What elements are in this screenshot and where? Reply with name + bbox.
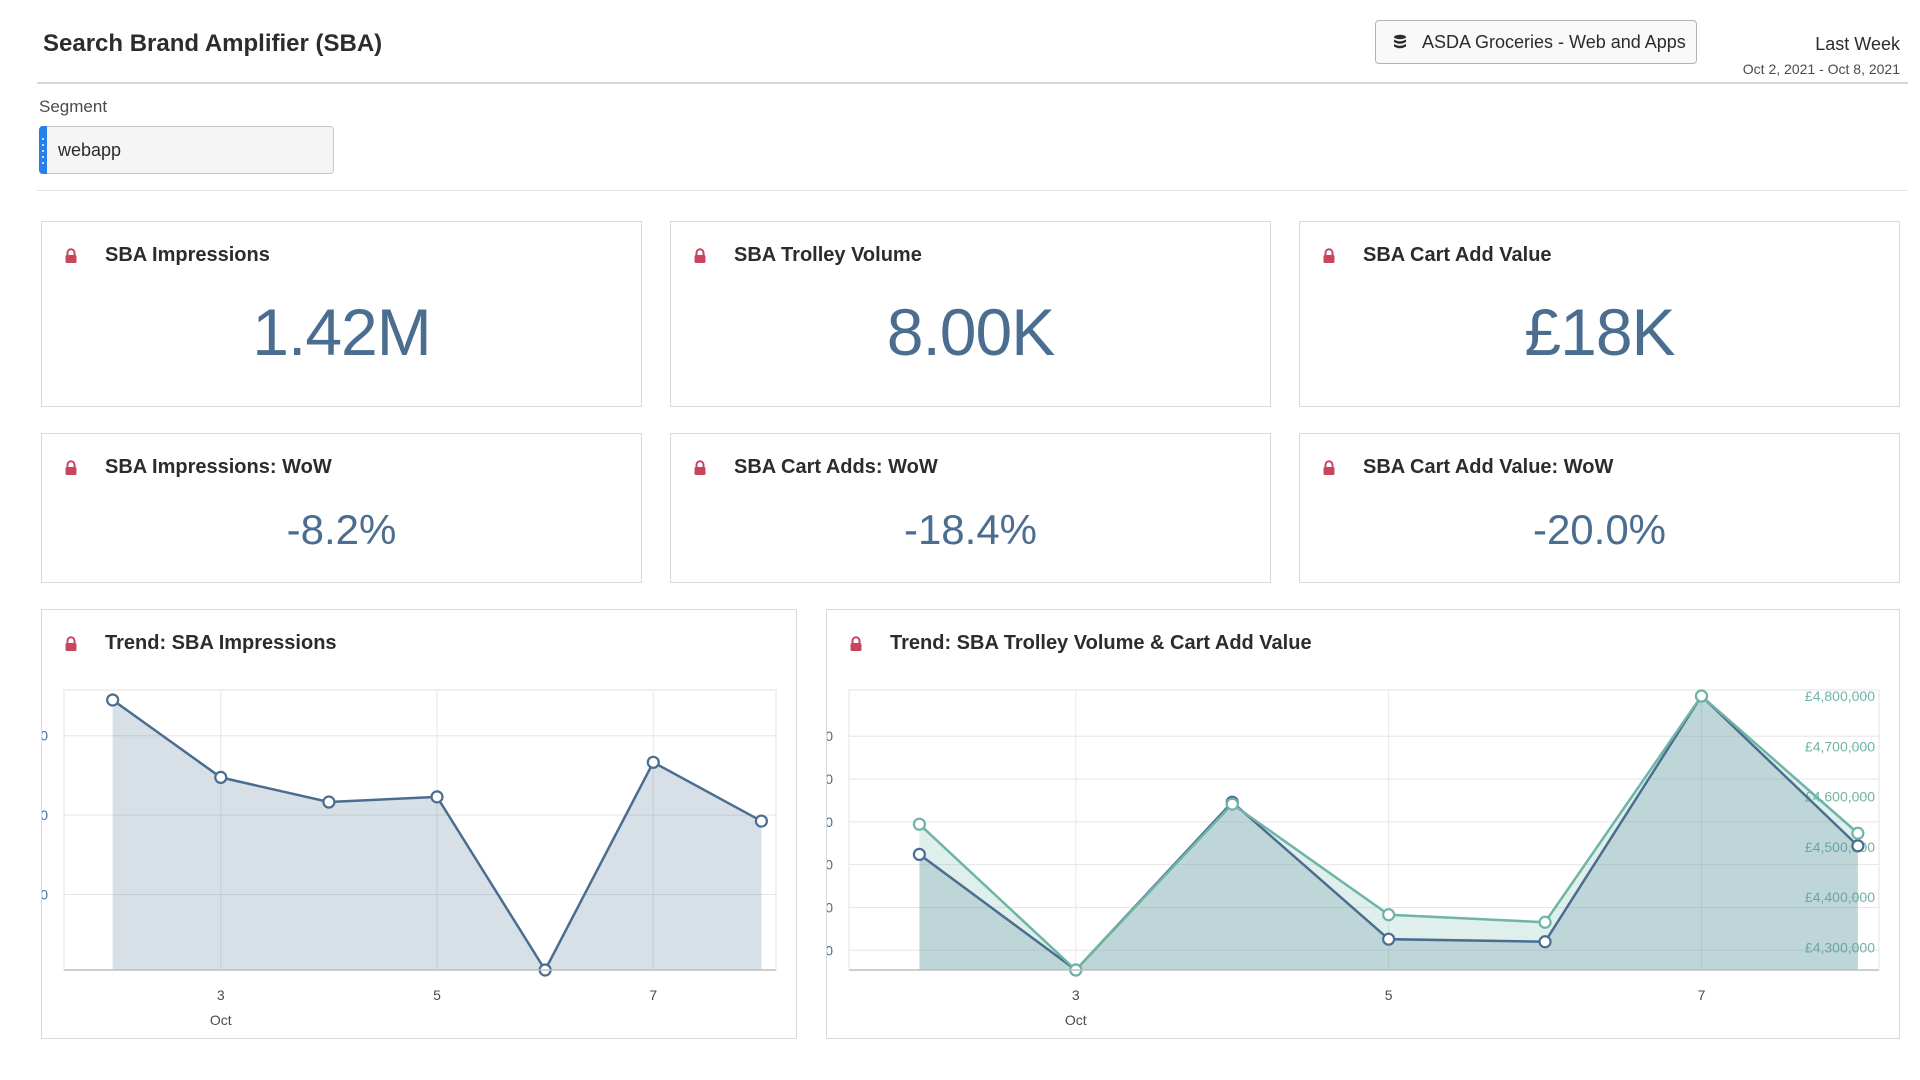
kpi-value: 1.42M xyxy=(252,295,431,369)
kpi-value: 8.00K xyxy=(886,295,1055,369)
trend-trolley-cart-card: Trend: SBA Trolley Volume & Cart Add Val… xyxy=(826,609,1900,1039)
data-point xyxy=(646,755,660,769)
wow-card-cart-adds: SBA Cart Adds: WoW -18.4% xyxy=(670,433,1271,583)
data-point xyxy=(1538,935,1552,949)
y-tick-label: 2,600,000 xyxy=(827,857,833,873)
data-point xyxy=(1538,915,1552,929)
y-tick-label: 2,650,000 xyxy=(827,814,833,830)
data-point xyxy=(754,814,769,828)
x-tick-label: 7 xyxy=(649,987,657,1003)
series-area xyxy=(919,696,1858,970)
lock-icon xyxy=(694,248,706,263)
lock-icon xyxy=(1323,248,1335,263)
y2-tick-label: £4,700,000 xyxy=(1805,738,1875,754)
data-point xyxy=(106,693,120,707)
data-point xyxy=(1382,908,1396,922)
lock-icon xyxy=(65,636,77,651)
datasource-selector[interactable]: ASDA Groceries - Web and Apps xyxy=(1375,20,1697,64)
dashboard-header: Search Brand Amplifier (SBA) ASDA Grocer… xyxy=(37,0,1908,84)
x-tick-label: 5 xyxy=(433,987,441,1003)
x-tick-label: 7 xyxy=(1698,987,1706,1003)
y-tick-label: 180,000 xyxy=(42,887,48,903)
kpi-title: SBA Trolley Volume xyxy=(734,244,922,266)
y-tick-label: 2,500,000 xyxy=(827,942,833,958)
x-tick-label: 3 xyxy=(217,987,225,1003)
data-point xyxy=(1694,689,1709,703)
kpi-value: -20.0% xyxy=(1532,506,1667,553)
date-range[interactable]: Last Week Oct 2, 2021 - Oct 8, 2021 xyxy=(1743,34,1900,77)
y-tick-label: 2,700,000 xyxy=(827,771,833,787)
wow-card-impressions: SBA Impressions: WoW -8.2% xyxy=(41,433,642,583)
y-tick-label: 200,000 xyxy=(42,807,48,823)
data-point xyxy=(322,795,336,809)
page-title: Search Brand Amplifier (SBA) xyxy=(43,30,383,57)
lock-icon xyxy=(850,636,862,651)
segment-pill[interactable]: webapp xyxy=(39,126,334,174)
divider xyxy=(37,190,1908,191)
data-point xyxy=(1225,797,1239,811)
y-tick-label: 2,750,000 xyxy=(827,728,833,744)
y-tick-label: 220,000 xyxy=(42,728,48,744)
chart-title: Trend: SBA Impressions xyxy=(105,632,337,654)
x-tick-label: 5 xyxy=(1385,987,1393,1003)
impressions-trend-chart[interactable]: 220,000 200,000 180,000 3 5 7 Oct xyxy=(42,676,795,1036)
kpi-title: SBA Cart Add Value xyxy=(1363,244,1552,266)
kpi-value: £18K xyxy=(1524,295,1675,369)
kpi-card-trolley-volume: SBA Trolley Volume 8.00K xyxy=(670,221,1271,407)
date-range-dates: Oct 2, 2021 - Oct 8, 2021 xyxy=(1742,61,1900,77)
x-month-label: Oct xyxy=(210,1012,232,1028)
y2-tick-label: £4,300,000 xyxy=(1805,939,1875,955)
data-point xyxy=(214,770,228,785)
data-point xyxy=(1851,826,1865,840)
data-point xyxy=(430,790,444,804)
series-area xyxy=(112,699,762,970)
data-point xyxy=(1851,839,1865,853)
chart-title: Trend: SBA Trolley Volume & Cart Add Val… xyxy=(890,632,1312,654)
series-area xyxy=(919,696,1858,970)
datasource-label: ASDA Groceries - Web and Apps xyxy=(1422,31,1686,52)
trolley-cart-trend-chart[interactable]: 2,750,000 2,700,000 2,650,000 2,600,000 2,55… xyxy=(827,676,1898,1036)
kpi-value: -18.4% xyxy=(903,506,1038,553)
x-tick-label: 3 xyxy=(1072,987,1080,1003)
trend-impressions-card: Trend: SBA Impressions 220,000 200,000 180… xyxy=(41,609,797,1039)
data-point xyxy=(1382,932,1396,946)
x-month-label: Oct xyxy=(1065,1012,1087,1028)
lock-icon xyxy=(65,248,77,263)
database-icon xyxy=(1394,34,1406,49)
kpi-card-impressions: SBA Impressions 1.42M xyxy=(41,221,642,407)
y2-tick-label: £4,400,000 xyxy=(1805,889,1875,905)
kpi-card-cart-add-value: SBA Cart Add Value £18K xyxy=(1299,221,1900,407)
kpi-title: SBA Cart Add Value: WoW xyxy=(1363,456,1614,478)
date-range-label: Last Week xyxy=(1815,34,1900,54)
lock-icon xyxy=(694,460,706,475)
data-point xyxy=(912,817,926,831)
y2-tick-label: £4,800,000 xyxy=(1805,688,1875,704)
kpi-title: SBA Impressions xyxy=(105,244,270,266)
wow-card-cart-add-value: SBA Cart Add Value: WoW -20.0% xyxy=(1299,433,1900,583)
y-tick-label: 2,550,000 xyxy=(827,899,833,915)
segment-value: webapp xyxy=(58,140,122,160)
kpi-value: -8.2% xyxy=(286,506,397,553)
lock-icon xyxy=(1323,460,1335,475)
kpi-title: SBA Cart Adds: WoW xyxy=(734,456,938,478)
drag-handle-icon[interactable] xyxy=(39,126,47,174)
kpi-title: SBA Impressions: WoW xyxy=(105,456,332,478)
data-point xyxy=(912,847,926,862)
lock-icon xyxy=(65,460,77,475)
segment-label: Segment xyxy=(39,97,108,116)
